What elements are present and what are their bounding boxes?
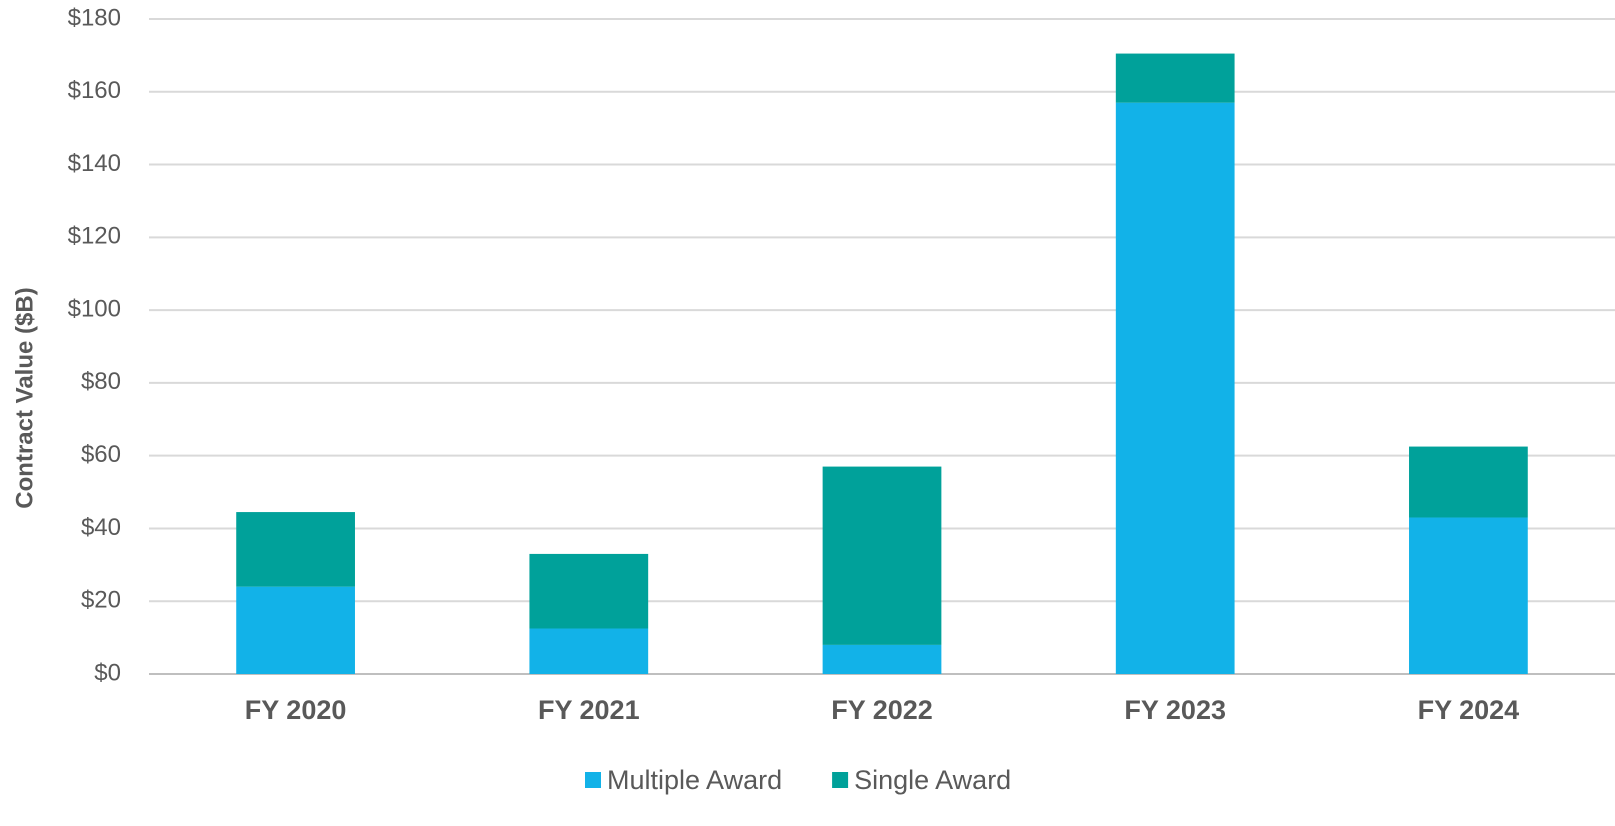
bar-segment bbox=[236, 586, 355, 674]
legend-label: Single Award bbox=[854, 765, 1011, 795]
bar-segment bbox=[822, 466, 942, 645]
y-tick-label: $120 bbox=[68, 223, 121, 250]
bar-segment bbox=[1115, 53, 1235, 103]
bar-segment bbox=[822, 644, 942, 674]
y-tick-label: $80 bbox=[81, 368, 121, 395]
legend-swatch bbox=[585, 772, 601, 788]
bar-segment bbox=[1115, 102, 1235, 674]
x-tick-label: FY 2022 bbox=[831, 695, 933, 725]
x-tick-label: FY 2021 bbox=[538, 695, 640, 725]
y-axis-label: Contract Value ($B) bbox=[11, 287, 38, 508]
y-tick-label: $60 bbox=[81, 441, 121, 468]
bar-segment bbox=[236, 512, 355, 587]
y-tick-label: $100 bbox=[68, 295, 121, 322]
bar-segment bbox=[1409, 446, 1528, 518]
legend-swatch bbox=[832, 772, 849, 788]
legend-label: Multiple Award bbox=[607, 765, 782, 795]
x-tick-label: FY 2020 bbox=[245, 695, 347, 725]
bar-segment bbox=[1409, 517, 1528, 674]
y-tick-label: $140 bbox=[68, 150, 121, 177]
y-tick-label: $0 bbox=[94, 659, 121, 686]
y-tick-label: $40 bbox=[81, 514, 121, 541]
y-tick-label: $160 bbox=[68, 77, 121, 104]
bar-segment bbox=[529, 628, 649, 674]
x-tick-label: FY 2023 bbox=[1124, 695, 1226, 725]
y-tick-label: $180 bbox=[68, 4, 121, 31]
x-tick-label: FY 2024 bbox=[1418, 695, 1520, 725]
bar-segment bbox=[529, 553, 649, 629]
y-tick-label: $20 bbox=[81, 587, 121, 614]
